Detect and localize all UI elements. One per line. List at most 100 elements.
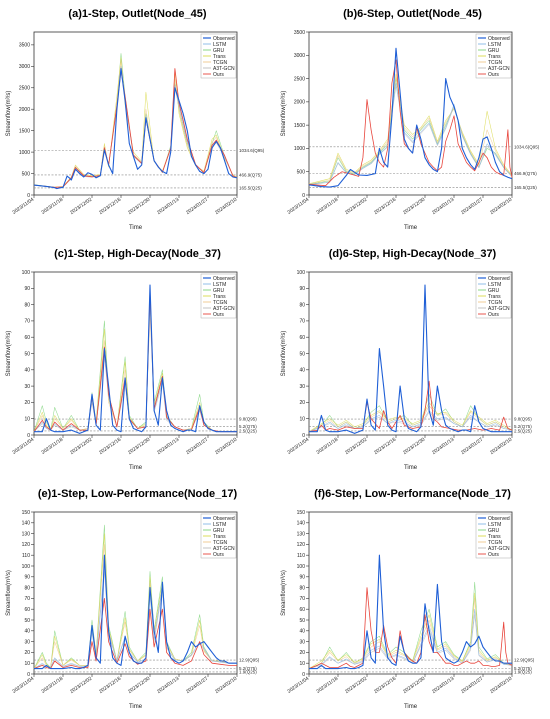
y-tick-label: 500 bbox=[22, 171, 31, 177]
y-tick-label: 70 bbox=[24, 596, 30, 602]
legend-label: TCGN bbox=[213, 300, 228, 306]
y-tick-label: 60 bbox=[299, 607, 305, 613]
y-tick-label: 70 bbox=[24, 319, 30, 325]
x-tick-label: 2023/12/02 bbox=[344, 197, 368, 216]
y-tick-label: 3500 bbox=[294, 30, 305, 36]
y-tick-label: 0 bbox=[302, 672, 305, 678]
x-tick-label: 2024/02/10 bbox=[214, 437, 238, 456]
threshold-label: 9.8(Q95) bbox=[239, 417, 257, 422]
y-tick-label: 90 bbox=[24, 286, 30, 292]
threshold-label: 165.5(Q25) bbox=[239, 185, 262, 190]
y-tick-label: 50 bbox=[24, 351, 30, 357]
threshold-label: 1.9(Q25) bbox=[239, 669, 257, 674]
y-tick-label: 30 bbox=[299, 384, 305, 390]
threshold-label: 165.5(Q25) bbox=[514, 185, 537, 190]
legend-label: A3T-GCN bbox=[488, 66, 510, 72]
y-tick-label: 80 bbox=[24, 302, 30, 308]
y-tick-label: 90 bbox=[24, 575, 30, 581]
y-tick-label: 1000 bbox=[19, 150, 30, 156]
chart-title: (a)1-Step, Outlet(Node_45) bbox=[68, 8, 206, 20]
x-tick-label: 2024/01/13 bbox=[156, 437, 180, 456]
legend-label: Observed bbox=[488, 276, 510, 282]
legend-label: A3T-GCN bbox=[488, 546, 510, 552]
legend-label: Ours bbox=[213, 312, 224, 318]
y-tick-label: 0 bbox=[27, 672, 30, 678]
x-tick-label: 2023/11/18 bbox=[41, 197, 65, 216]
y-tick-label: 20 bbox=[299, 400, 305, 406]
y-tick-label: 1500 bbox=[19, 128, 30, 134]
series-line-lstm bbox=[308, 82, 513, 185]
x-tick-label: 2024/01/27 bbox=[185, 676, 209, 695]
series-line-observed bbox=[33, 67, 238, 190]
legend-label: Observed bbox=[213, 516, 235, 522]
threshold-label: 466.9(Q75) bbox=[514, 171, 537, 176]
y-tick-label: 60 bbox=[24, 335, 30, 341]
x-tick-label: 2023/12/30 bbox=[127, 437, 151, 456]
y-axis-label: Streamflow(m³/s) bbox=[6, 91, 12, 137]
legend-label: Observed bbox=[488, 36, 510, 42]
x-tick-label: 2024/01/27 bbox=[460, 437, 484, 456]
threshold-label: 9.8(Q95) bbox=[514, 417, 532, 422]
threshold-label: 2.5(Q25) bbox=[239, 428, 257, 433]
series-line-ours bbox=[308, 380, 513, 433]
y-tick-label: 90 bbox=[299, 286, 305, 292]
x-tick-label: 2023/12/30 bbox=[127, 676, 151, 695]
y-tick-label: 150 bbox=[22, 510, 31, 516]
series-line-trans bbox=[308, 402, 513, 432]
legend-label: TCGN bbox=[488, 540, 503, 546]
y-axis-label: Streamflow(m³/s) bbox=[281, 570, 287, 616]
y-axis-label: Streamflow(m³/s) bbox=[6, 570, 12, 616]
y-tick-label: 3000 bbox=[294, 53, 305, 59]
y-tick-label: 2000 bbox=[294, 100, 305, 106]
x-tick-label: 2024/01/13 bbox=[156, 197, 180, 216]
x-axis-label: Time bbox=[404, 465, 418, 471]
series-line-lstm bbox=[308, 608, 513, 669]
legend-label: Trans bbox=[213, 54, 226, 60]
threshold-label: 466.9(Q75) bbox=[239, 172, 262, 177]
y-tick-label: 70 bbox=[299, 319, 305, 325]
series-line-gru bbox=[308, 581, 513, 669]
threshold-label: 1.9(Q25) bbox=[514, 669, 532, 674]
legend-label: Observed bbox=[488, 516, 510, 522]
x-tick-label: 2023/12/02 bbox=[344, 676, 368, 695]
y-tick-label: 90 bbox=[299, 575, 305, 581]
y-tick-label: 0 bbox=[27, 193, 30, 199]
x-axis-label: Time bbox=[404, 704, 418, 710]
y-tick-label: 60 bbox=[24, 607, 30, 613]
legend-label: Observed bbox=[213, 36, 235, 42]
series-line-ours bbox=[33, 598, 237, 669]
legend-label: GRU bbox=[213, 288, 225, 294]
y-tick-label: 30 bbox=[24, 384, 30, 390]
y-tick-label: 140 bbox=[297, 521, 306, 527]
legend-label: GRU bbox=[488, 528, 500, 534]
y-tick-label: 10 bbox=[299, 661, 305, 667]
y-tick-label: 110 bbox=[297, 553, 305, 559]
x-tick-label: 2023/12/16 bbox=[98, 437, 122, 456]
y-axis-label: Streamflow(m³/s) bbox=[281, 91, 287, 137]
x-tick-label: 2023/12/02 bbox=[69, 197, 93, 216]
y-tick-label: 70 bbox=[299, 596, 305, 602]
x-tick-label: 2023/11/04 bbox=[287, 437, 311, 456]
chart-title: (c)1-Step, High-Decay(Node_37) bbox=[54, 248, 221, 260]
x-tick-label: 2023/12/02 bbox=[69, 676, 93, 695]
chart-title: (d)6-Step, High-Decay(Node_37) bbox=[329, 248, 497, 260]
y-tick-label: 20 bbox=[299, 650, 305, 656]
legend-label: Ours bbox=[213, 552, 224, 558]
y-tick-label: 10 bbox=[24, 661, 30, 667]
x-tick-label: 2023/11/18 bbox=[316, 676, 340, 695]
x-tick-label: 2023/11/04 bbox=[12, 197, 36, 216]
legend-label: GRU bbox=[213, 528, 225, 534]
x-tick-label: 2023/12/16 bbox=[373, 197, 397, 216]
threshold-label: 5.2(Q75) bbox=[239, 424, 257, 429]
y-tick-label: 120 bbox=[297, 542, 306, 548]
y-axis-label: Streamflow(m³/s) bbox=[281, 331, 287, 377]
chart-panel-e: (e)1-Step, Low-Performance(Node_17) 0 10 20… bbox=[6, 488, 260, 710]
x-tick-label: 2024/02/10 bbox=[489, 676, 513, 695]
x-axis-label: Time bbox=[404, 225, 418, 231]
y-tick-label: 100 bbox=[297, 564, 306, 570]
x-tick-label: 2024/02/10 bbox=[489, 197, 513, 216]
x-axis-label: Time bbox=[129, 465, 143, 471]
x-tick-label: 2023/11/18 bbox=[316, 437, 340, 456]
